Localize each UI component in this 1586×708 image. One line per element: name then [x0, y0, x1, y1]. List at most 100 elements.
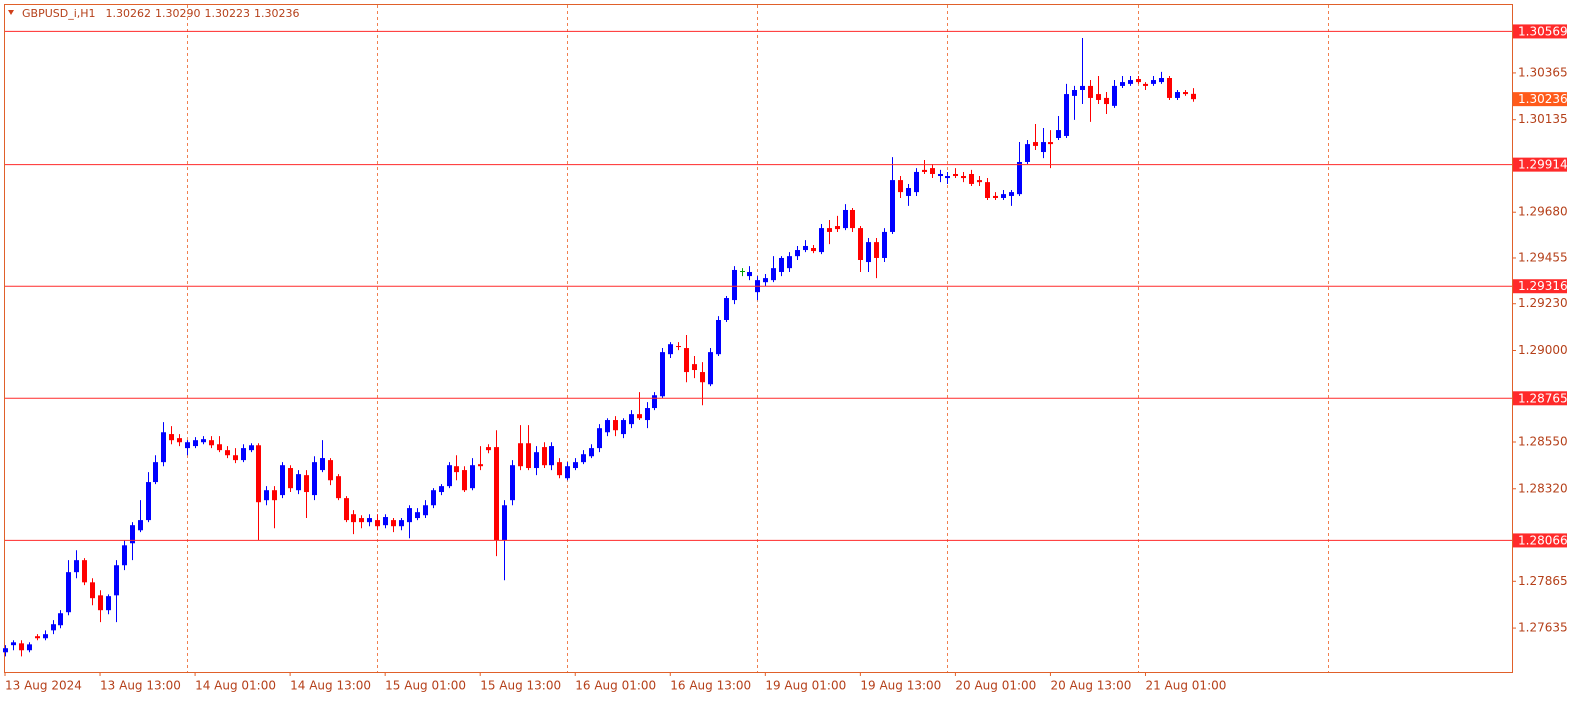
candle-body [811, 248, 816, 252]
candle-body [256, 445, 261, 503]
candle-body [35, 636, 40, 639]
candle-body [945, 176, 950, 179]
candle-body [557, 462, 562, 476]
candle-body [280, 465, 285, 496]
y-tick-label: 1.27635 [1518, 621, 1568, 635]
x-tick-label: 15 Aug 01:00 [385, 679, 466, 693]
candle-body [19, 643, 24, 651]
level-label-bg [1513, 24, 1567, 39]
candle-body [914, 171, 919, 193]
chart-header: GBPUSD_i,H1 1.30262 1.30290 1.30223 1.30236 [22, 7, 300, 20]
x-tick-label: 13 Aug 13:00 [100, 679, 181, 693]
x-tick-label: 16 Aug 13:00 [670, 679, 751, 693]
candle-body [114, 565, 119, 596]
candle-body [138, 520, 143, 531]
candle-body [130, 525, 135, 544]
candle-body [676, 346, 681, 348]
candle-body [288, 468, 293, 489]
candle-body [272, 490, 277, 501]
candle-body [1033, 142, 1038, 146]
candle-body [415, 512, 420, 519]
candle-body [819, 228, 824, 253]
candle-body [106, 596, 111, 611]
x-tick-label: 14 Aug 01:00 [195, 679, 276, 693]
candle-body [898, 180, 903, 193]
candle-body [502, 505, 507, 541]
candle-body [645, 408, 650, 421]
level-label: 1.30569 [1518, 24, 1568, 38]
candle-body [660, 352, 665, 397]
candle-body [122, 545, 127, 566]
candle-body [740, 270, 745, 272]
candle-body [613, 420, 618, 431]
candle-body [850, 209, 855, 229]
candle-body [526, 443, 531, 469]
candle-body [795, 250, 800, 257]
candle-body [98, 595, 103, 611]
candle-body [1064, 94, 1069, 136]
candle-body [3, 648, 8, 653]
y-tick-label: 1.29680 [1518, 205, 1568, 219]
plot-frame [4, 4, 1513, 673]
candle-body [407, 508, 412, 523]
candle-body [843, 209, 848, 229]
candle-body [1104, 97, 1109, 105]
candle-body [161, 432, 166, 463]
candle-body [1159, 78, 1164, 83]
candle-body [1041, 142, 1046, 153]
candle-body [581, 454, 586, 463]
candle-body [1112, 85, 1117, 106]
candle-body [542, 447, 547, 466]
candle-body [866, 242, 871, 263]
candle-body [565, 466, 570, 479]
candle-body [700, 372, 705, 383]
level-label: 1.28066 [1518, 533, 1568, 547]
candle-body [431, 490, 436, 506]
candle-body [367, 518, 372, 523]
candle-body [1048, 142, 1053, 145]
candle-body [732, 269, 737, 301]
candle-body [454, 466, 459, 473]
high-label: 1.30290 [155, 7, 201, 20]
candle-body [447, 465, 452, 487]
candle-body [716, 319, 721, 355]
candle-body [1001, 194, 1006, 198]
candle-body [66, 572, 71, 613]
candle-body [652, 395, 657, 409]
symbol: GBPUSD_i,H1 [22, 7, 96, 20]
candle-body [1143, 83, 1148, 86]
candle-body [494, 447, 499, 541]
candle-body [961, 176, 966, 179]
candle-body [763, 278, 768, 283]
level-label: 1.29914 [1518, 158, 1568, 172]
candle-body [1183, 92, 1188, 95]
candle-body [233, 455, 238, 461]
candle-body [74, 560, 79, 573]
candle-body [549, 446, 554, 466]
candle-body [779, 257, 784, 273]
y-tick-label: 1.29000 [1518, 343, 1568, 357]
level-label-bg [1513, 157, 1567, 172]
candle-body [518, 443, 523, 467]
candle-body [193, 440, 198, 447]
candle-body [462, 470, 467, 491]
y-tick-label: 1.27865 [1518, 574, 1568, 588]
candle-body [1175, 92, 1180, 98]
open-label: 1.30262 [106, 7, 152, 20]
candle-body [629, 414, 634, 425]
candle-body [724, 298, 729, 320]
candle-body [953, 173, 958, 177]
candle-body [217, 444, 222, 451]
candle-body [1096, 94, 1101, 100]
candle-body [890, 180, 895, 232]
candle-body [803, 245, 808, 251]
candle-body [169, 434, 174, 441]
candle-body [1128, 80, 1133, 84]
close-label: 1.30236 [254, 7, 300, 20]
candle-body [637, 414, 642, 419]
candle-body [1025, 144, 1030, 162]
candle-body [874, 242, 879, 258]
candle-body [930, 168, 935, 174]
candle-body [351, 514, 356, 523]
candle-body [858, 228, 863, 261]
